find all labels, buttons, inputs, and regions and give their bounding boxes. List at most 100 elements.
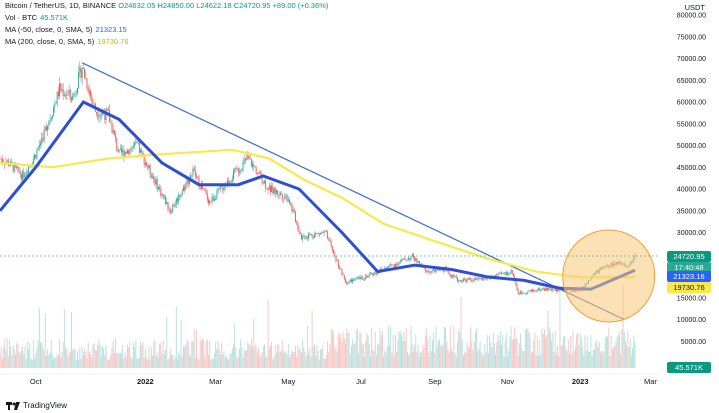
candle-body	[366, 275, 368, 278]
volume-bar	[291, 350, 293, 368]
volume-bar	[527, 327, 529, 368]
candle-body	[203, 188, 205, 189]
volume-bar	[281, 341, 283, 368]
candle-body	[393, 265, 395, 267]
trendline[interactable]	[81, 62, 625, 321]
candle-body	[339, 267, 340, 269]
candle-body	[272, 186, 274, 194]
candle-body	[429, 272, 431, 273]
volume-bar	[110, 354, 112, 368]
volume-bar	[78, 359, 80, 368]
volume-bar	[551, 340, 553, 368]
price-axis: 80000.00 75000.00 70000.00 65000.00 60000.00…	[677, 13, 706, 346]
volume-bar	[261, 351, 263, 368]
candle-body	[281, 195, 283, 199]
candle-body	[53, 106, 55, 116]
volume-bar	[412, 351, 414, 368]
volume-bar	[573, 350, 575, 368]
volume-bar	[192, 341, 194, 368]
candle-body	[85, 77, 87, 79]
volume-bar	[416, 351, 418, 368]
volume-bar	[59, 339, 61, 368]
volume-bar	[128, 347, 130, 368]
candle-body	[367, 276, 369, 278]
candle-body	[267, 188, 269, 191]
volume-bar	[303, 346, 305, 368]
volume-bar	[471, 341, 473, 368]
candle-body	[205, 191, 207, 194]
volume-bar	[513, 338, 514, 368]
candle-body	[440, 270, 442, 271]
legend-ma50-row[interactable]: MA (-50, close, 0, SMA, 5) 21323.15	[5, 24, 328, 36]
volume-bar	[628, 347, 630, 368]
candle-body	[346, 282, 348, 284]
candle-body	[410, 256, 412, 260]
volume-bar	[227, 358, 228, 368]
candle-body	[1, 159, 3, 162]
candle-body	[457, 277, 458, 282]
candle-body	[121, 148, 122, 153]
volume-bar	[437, 340, 439, 368]
legend-ma200-row[interactable]: MA (200, close, 0, SMA, 5) 19730.76	[5, 36, 328, 48]
volume-bar	[152, 355, 153, 368]
y-tick-label: 30000.00	[677, 230, 706, 237]
candle-body	[57, 91, 59, 97]
volume-bar	[185, 344, 187, 368]
volume-bar	[620, 354, 622, 368]
volume-bar	[342, 332, 344, 368]
candle-body	[273, 187, 275, 194]
candle-body	[466, 278, 468, 283]
volume-bar	[161, 353, 163, 368]
candle-body	[289, 199, 290, 204]
candle-body	[218, 188, 220, 190]
candle-body	[202, 184, 203, 189]
candle-body	[98, 117, 100, 118]
candle-body	[334, 252, 336, 256]
volume-bar	[367, 335, 369, 368]
symbol-title[interactable]: Bitcoin / TetherUS, 1D, BINANCE	[5, 1, 117, 10]
candle-body	[298, 228, 300, 232]
candle-body	[312, 236, 314, 238]
volume-bar	[197, 356, 199, 368]
candle-body	[265, 180, 267, 188]
currency-label[interactable]: USDT	[684, 3, 705, 12]
candle-body	[204, 188, 206, 192]
candle-body	[286, 195, 288, 201]
x-tick-label: Jul	[356, 377, 366, 386]
candle-body	[194, 170, 196, 177]
candle-body	[520, 291, 522, 295]
volume-bar	[427, 338, 429, 368]
candle-body	[150, 174, 152, 178]
highlight-circle[interactable]	[562, 229, 656, 323]
x-tick-label: 2023	[572, 377, 589, 386]
candle-body	[306, 237, 308, 239]
candle-body	[13, 163, 15, 172]
candle-body	[479, 278, 481, 280]
candle-body	[527, 291, 529, 294]
volume-bar	[240, 339, 242, 368]
candle-body	[236, 167, 238, 169]
tradingview-footer[interactable]: TradingView	[6, 401, 67, 410]
volume-bar	[585, 350, 587, 368]
volume-bar	[517, 355, 519, 368]
volume-bar	[457, 341, 458, 368]
volume-bar	[171, 354, 173, 368]
volume-bar	[370, 356, 371, 368]
volume-bar	[119, 352, 121, 368]
volume-bar	[398, 331, 400, 368]
candle-body	[538, 288, 539, 290]
candle-body	[233, 170, 234, 180]
volume-bar	[548, 327, 550, 368]
candle-body	[416, 258, 418, 263]
candle-body	[167, 201, 169, 210]
volume-bar	[0, 347, 2, 368]
volume-bar	[378, 343, 380, 368]
volume-bar	[594, 350, 595, 368]
candle-body	[90, 90, 91, 96]
volume-bar	[349, 353, 351, 368]
candle-body	[6, 160, 8, 163]
volume-bar	[479, 340, 481, 368]
volume-bar	[43, 350, 45, 368]
candle-body	[540, 289, 542, 291]
legend-vol-row[interactable]: Vol · BTC 45.571K	[5, 12, 328, 24]
